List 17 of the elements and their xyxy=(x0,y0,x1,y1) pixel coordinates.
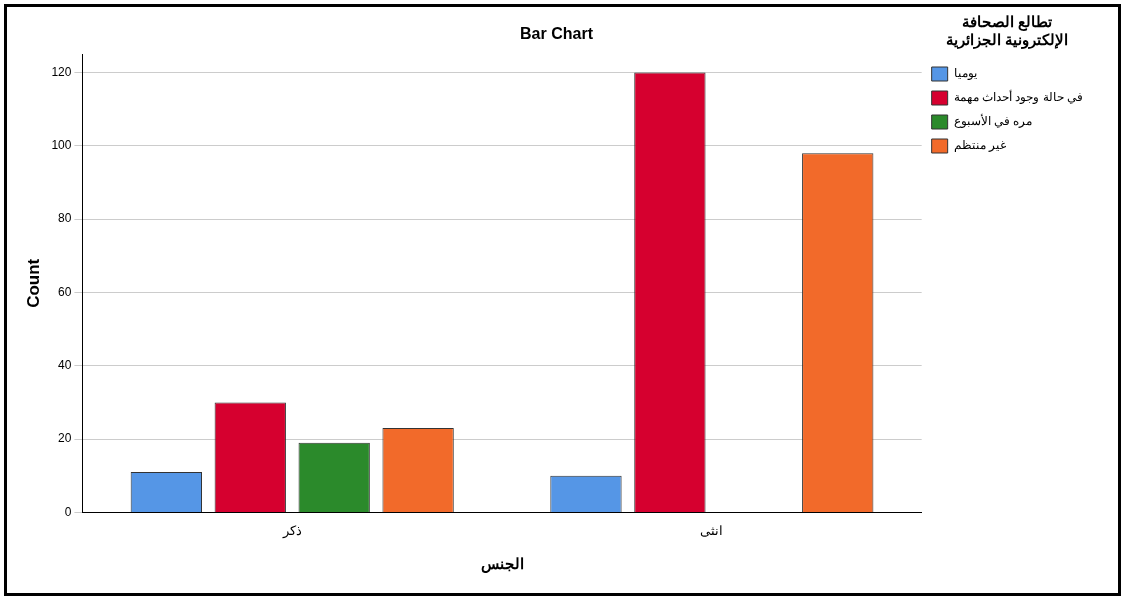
y-tick-label: 80 xyxy=(58,211,72,226)
legend-title: تطالع الصحافة الإلكترونية الجزائرية xyxy=(946,12,1069,49)
y-tick-label: 120 xyxy=(51,64,72,79)
legend-label: يوميا xyxy=(953,66,977,81)
x-tick-label: انثى xyxy=(700,522,724,538)
y-tick-label: 100 xyxy=(51,138,72,153)
y-tick-label: 0 xyxy=(64,504,72,519)
x-tick-label: ذكر xyxy=(281,522,302,539)
y-axis-title: Count xyxy=(23,258,43,308)
x-axis-title: الجنس xyxy=(480,555,524,574)
legend-label: مره في الأسبوع xyxy=(953,113,1033,129)
legend-label: غير منتظم xyxy=(953,138,1007,153)
legend-label: في حالة وجود أحداث مهمة xyxy=(953,89,1084,105)
y-tick-label: 40 xyxy=(58,358,72,373)
chart-title: Bar Chart xyxy=(520,25,594,43)
y-tick-label: 20 xyxy=(58,431,72,446)
y-tick-label: 60 xyxy=(58,284,72,299)
